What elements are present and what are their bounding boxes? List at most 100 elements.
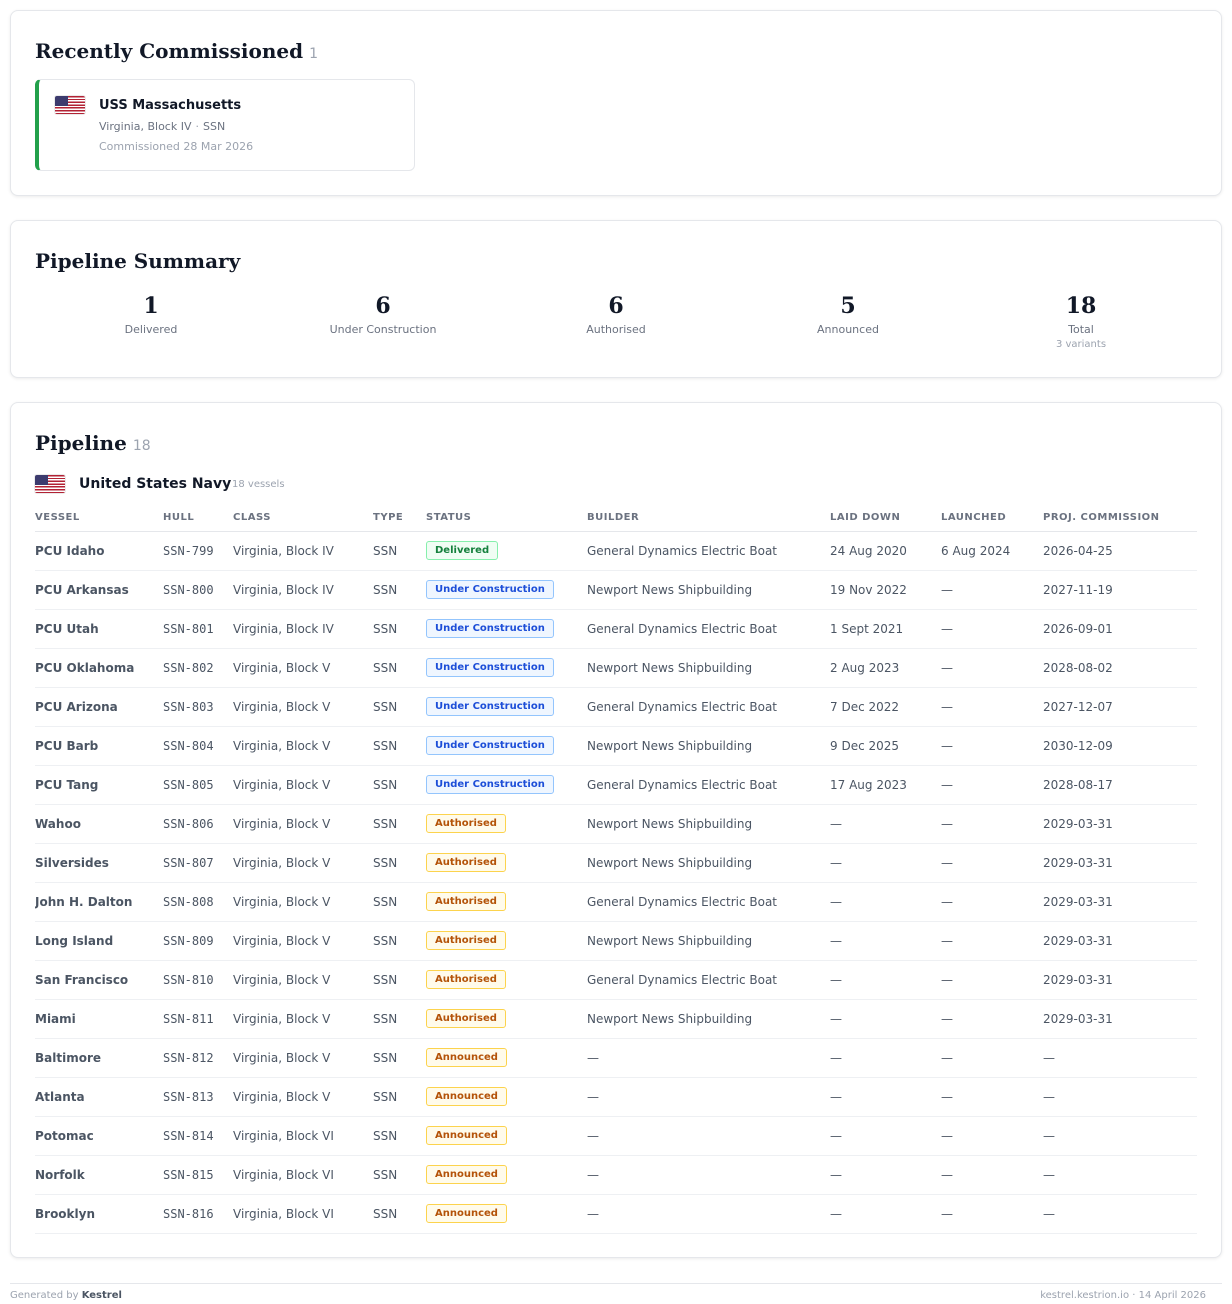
table-row[interactable]: Miami SSN-811 Virginia, Block V SSN Authoris… xyxy=(35,999,1197,1039)
table-row[interactable]: PCU Idaho SSN-799 Virginia, Block IV SSN Del… xyxy=(35,531,1197,571)
projected-commission-date: 2029-03-31 xyxy=(1043,882,1197,922)
col-vessel-header[interactable]: VESSEL xyxy=(35,505,163,532)
vessel-class: Virginia, Block IV xyxy=(233,531,373,571)
laid-down-date: — xyxy=(830,1116,941,1156)
projected-commission-date: 2030-12-09 xyxy=(1043,726,1197,766)
stat-announced: 5 Announced xyxy=(728,293,968,336)
table-row[interactable]: Silversides SSN-807 Virginia, Block V SSN Au… xyxy=(35,843,1197,883)
stat-label: Delivered xyxy=(124,323,178,336)
status-cell: Authorised xyxy=(426,999,587,1039)
vessel-class: Virginia, Block V xyxy=(233,1038,373,1078)
pipeline-heading: Pipeline xyxy=(35,431,127,455)
projected-commission-date: 2029-03-31 xyxy=(1043,960,1197,1000)
footer-site-date[interactable]: kestrel.kestrion.io · 14 April 2026 xyxy=(1040,1290,1206,1301)
table-row[interactable]: San Francisco SSN-810 Virginia, Block V SSN… xyxy=(35,960,1197,1000)
laid-down-date: — xyxy=(830,999,941,1039)
launched-date: — xyxy=(941,1077,1043,1117)
table-row[interactable]: PCU Arizona SSN-803 Virginia, Block V SSN Un… xyxy=(35,687,1197,727)
status-cell: Announced xyxy=(426,1038,587,1078)
status-badge: Delivered xyxy=(426,541,499,560)
vessel-type: SSN xyxy=(373,765,426,805)
col-commission-header[interactable]: PROJ. COMMISSION xyxy=(1043,505,1197,532)
col-hull-header[interactable]: HULL xyxy=(163,505,233,532)
launched-date: — xyxy=(941,1116,1043,1156)
builder-name: General Dynamics Electric Boat xyxy=(587,765,830,805)
table-row[interactable]: PCU Barb SSN-804 Virginia, Block V SSN Under… xyxy=(35,726,1197,766)
col-laid-down-header[interactable]: LAID DOWN xyxy=(830,505,941,532)
vessel-type: SSN xyxy=(373,1077,426,1117)
recent-vessel-card[interactable]: USS Massachusetts Virginia, Block IV · SSN… xyxy=(35,79,415,171)
projected-commission-date: 2026-09-01 xyxy=(1043,609,1197,649)
table-row[interactable]: PCU Utah SSN-801 Virginia, Block IV SSN Unde… xyxy=(35,609,1197,649)
builder-name: Newport News Shipbuilding xyxy=(587,570,830,610)
table-row[interactable]: John H. Dalton SSN-808 Virginia, Block V SS… xyxy=(35,882,1197,922)
footer-generated-prefix: Generated by xyxy=(10,1290,79,1301)
laid-down-date: 9 Dec 2025 xyxy=(830,726,941,766)
stat-total: 18 Total 3 variants xyxy=(961,293,1201,350)
stat-authorised: 6 Authorised xyxy=(496,293,736,336)
vessel-type: SSN xyxy=(373,1038,426,1078)
vessel-type: SSN xyxy=(373,1116,426,1156)
vessel-type: SSN xyxy=(373,1155,426,1195)
vessel-name: Miami xyxy=(35,999,163,1039)
col-type-header[interactable]: TYPE xyxy=(373,505,426,532)
launched-date: — xyxy=(941,1038,1043,1078)
table-row[interactable]: Norfolk SSN-815 Virginia, Block VI SSN Annou… xyxy=(35,1155,1197,1195)
projected-commission-date: 2029-03-31 xyxy=(1043,999,1197,1039)
builder-name: Newport News Shipbuilding xyxy=(587,921,830,961)
navy-name: United States Navy xyxy=(79,476,232,492)
stat-under-construction: 6 Under Construction xyxy=(263,293,503,336)
launched-date: — xyxy=(941,726,1043,766)
laid-down-date: — xyxy=(830,1194,941,1234)
laid-down-date: 19 Nov 2022 xyxy=(830,570,941,610)
col-class-header[interactable]: CLASS xyxy=(233,505,373,532)
vessel-type: SSN xyxy=(373,1194,426,1234)
laid-down-date: — xyxy=(830,960,941,1000)
col-launched-header[interactable]: LAUNCHED xyxy=(941,505,1043,532)
stat-value: 6 xyxy=(375,293,391,319)
status-badge: Authorised xyxy=(426,892,506,911)
col-builder-header[interactable]: BUILDER xyxy=(587,505,830,532)
stat-label: Announced xyxy=(817,323,879,336)
vessel-class: Virginia, Block V xyxy=(233,843,373,883)
table-header-row: VESSEL HULL CLASS TYPE STATUS BUILDER LA… xyxy=(35,505,1197,532)
projected-commission-date: — xyxy=(1043,1155,1197,1195)
status-cell: Announced xyxy=(426,1116,587,1156)
laid-down-date: 1 Sept 2021 xyxy=(830,609,941,649)
launched-date: — xyxy=(941,882,1043,922)
footer-generator-link[interactable]: Kestrel xyxy=(81,1290,122,1301)
vessel-name: Potomac xyxy=(35,1116,163,1156)
table-row[interactable]: Baltimore SSN-812 Virginia, Block V SSN Anno… xyxy=(35,1038,1197,1078)
vessel-type: SSN xyxy=(373,960,426,1000)
status-badge: Authorised xyxy=(426,814,506,833)
projected-commission-date: 2027-12-07 xyxy=(1043,687,1197,727)
navy-group-header: United States Navy 18 vessels xyxy=(35,475,435,495)
table-row[interactable]: Wahoo SSN-806 Virginia, Block V SSN Authoris… xyxy=(35,804,1197,844)
status-cell: Under Construction xyxy=(426,726,587,766)
projected-commission-date: — xyxy=(1043,1077,1197,1117)
builder-name: — xyxy=(587,1116,830,1156)
status-cell: Delivered xyxy=(426,531,587,571)
projected-commission-date: 2029-03-31 xyxy=(1043,921,1197,961)
table-row[interactable]: Atlanta SSN-813 Virginia, Block V SSN Announ… xyxy=(35,1077,1197,1117)
table-row[interactable]: Potomac SSN-814 Virginia, Block VI SSN Annou… xyxy=(35,1116,1197,1156)
vessel-class: Virginia, Block V xyxy=(233,999,373,1039)
vessel-type: SSN xyxy=(373,726,426,766)
table-row[interactable]: Long Island SSN-809 Virginia, Block V SSN Au… xyxy=(35,921,1197,961)
hull-number: SSN-799 xyxy=(163,531,233,571)
vessel-type: SSN xyxy=(373,570,426,610)
vessel-type: SSN xyxy=(373,999,426,1039)
vessel-class: Virginia, Block VI xyxy=(233,1194,373,1234)
table-row[interactable]: Brooklyn SSN-816 Virginia, Block VI SSN Anno… xyxy=(35,1194,1197,1234)
table-row[interactable]: PCU Tang SSN-805 Virginia, Block V SSN Under… xyxy=(35,765,1197,805)
status-badge: Under Construction xyxy=(426,697,554,716)
table-row[interactable]: PCU Oklahoma SSN-802 Virginia, Block V SSN U… xyxy=(35,648,1197,688)
status-cell: Authorised xyxy=(426,882,587,922)
col-status-header[interactable]: STATUS xyxy=(426,505,587,532)
table-row[interactable]: PCU Arkansas SSN-800 Virginia, Block IV SSN… xyxy=(35,570,1197,610)
builder-name: Newport News Shipbuilding xyxy=(587,999,830,1039)
builder-name: — xyxy=(587,1077,830,1117)
vessel-name: Silversides xyxy=(35,843,163,883)
launched-date: 6 Aug 2024 xyxy=(941,531,1043,571)
hull-number: SSN-811 xyxy=(163,999,233,1039)
